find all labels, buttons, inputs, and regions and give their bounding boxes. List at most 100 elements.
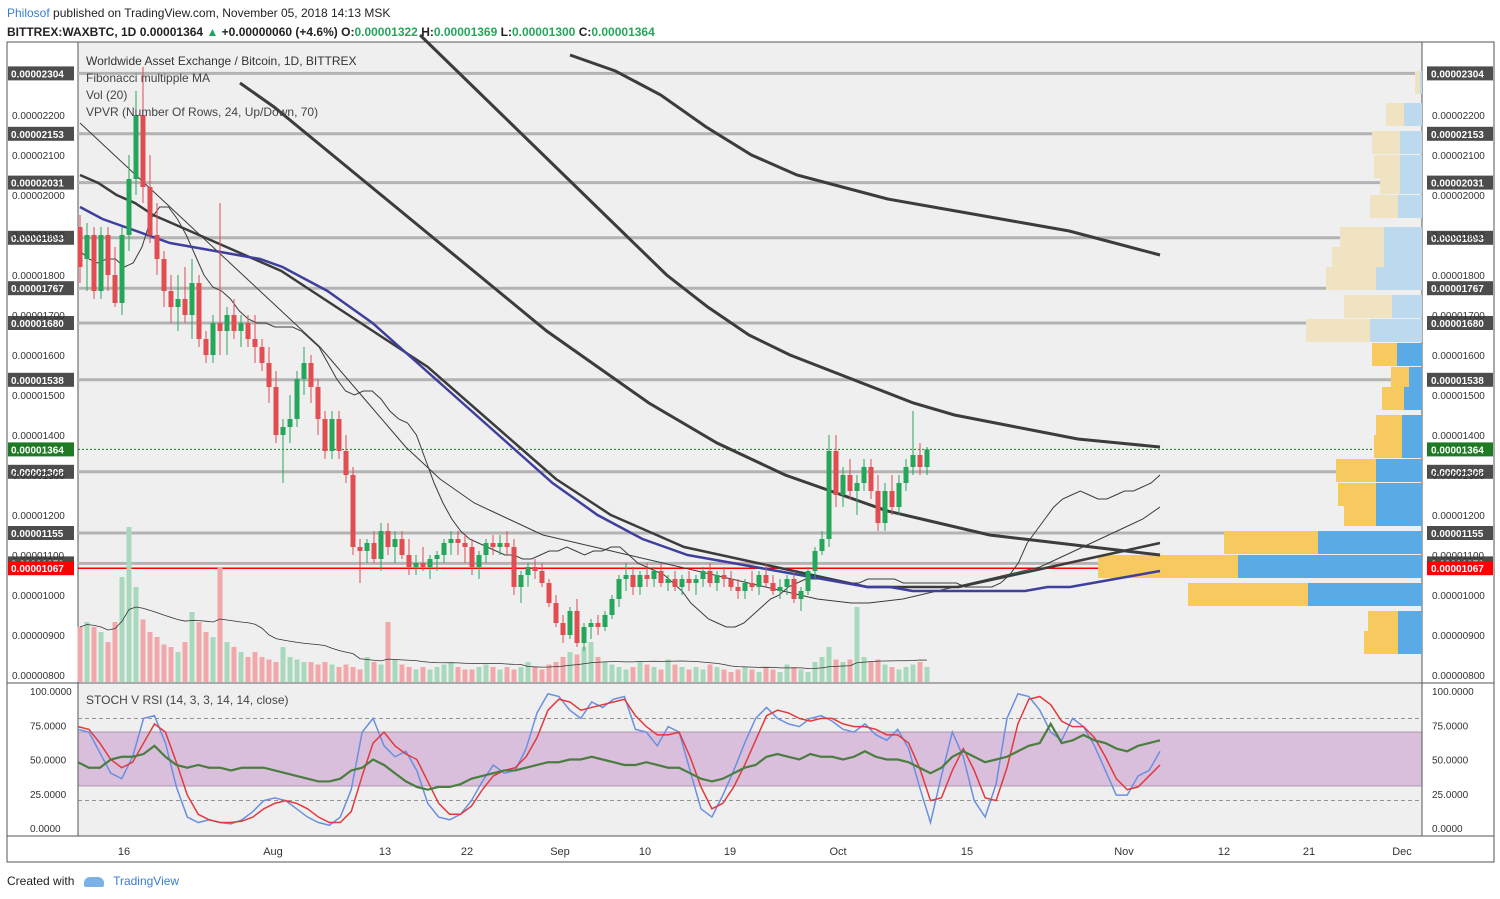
candle-body [637, 575, 643, 587]
candle-body [798, 591, 804, 599]
candle-body [630, 575, 636, 587]
author-link[interactable]: Philosof [7, 6, 50, 20]
volume-bar [805, 672, 811, 682]
candle-body [294, 379, 300, 419]
volume-bar [189, 612, 195, 682]
volume-bar [238, 652, 244, 682]
current-price-tag-right [1427, 442, 1493, 457]
candle-body [273, 387, 279, 435]
red-level-tag-right [1427, 561, 1493, 576]
l-label: L: [500, 25, 512, 39]
volume-bar [574, 654, 580, 682]
candle-body [462, 543, 468, 547]
candle-body [532, 567, 538, 571]
volume-bar [721, 669, 727, 682]
candle-body [455, 539, 461, 543]
y-tick-right: 0.00002000 [1432, 191, 1485, 202]
y-tick-left: 0.00000900 [12, 631, 65, 642]
volume-bar [616, 667, 622, 682]
osc-tick-left: 25.0000 [30, 790, 67, 801]
candle-body [854, 483, 860, 491]
volume-bar [147, 632, 153, 682]
candle-body [749, 583, 755, 587]
candle-body [497, 543, 503, 547]
vpvr-down-bar [1400, 131, 1422, 154]
volume-bar [903, 667, 909, 682]
vpvr-down-bar [1398, 631, 1422, 654]
vpvr-up-bar [1391, 367, 1409, 390]
volume-bar [287, 657, 293, 682]
volume-bar [532, 667, 538, 682]
level-tag-left-text: 0.00002031 [11, 179, 64, 190]
vpvr-up-bar [1338, 483, 1376, 506]
vpvr-down-bar [1397, 343, 1422, 366]
volume-bar [434, 667, 440, 682]
candle-body [896, 483, 902, 507]
candle-body [847, 475, 853, 491]
volume-bar [735, 669, 741, 682]
candle-body [518, 575, 524, 587]
candle-body [406, 555, 412, 567]
high-value: 0.00001369 [433, 25, 498, 39]
candle-body [329, 419, 335, 451]
volume-bar [301, 662, 307, 682]
volume-bar [266, 659, 272, 682]
volume-bar [686, 669, 692, 682]
vpvr-up-bar [1372, 131, 1400, 154]
candle-body [266, 363, 272, 387]
volume-bar [427, 669, 433, 682]
candle-body [812, 551, 818, 571]
candle-body [427, 559, 433, 567]
level-tag-right-text: 0.00001767 [1431, 284, 1484, 295]
candle-body [378, 531, 384, 559]
h-label: H: [421, 25, 434, 39]
vpvr-up-bar [1370, 195, 1398, 218]
level-tag-left-text: 0.00001767 [11, 284, 64, 295]
volume-bar [329, 664, 335, 682]
y-tick-left: 0.00001200 [12, 511, 65, 522]
volume-bar [889, 667, 895, 682]
volume-bar [364, 657, 370, 682]
level-tag-right [1427, 372, 1493, 387]
volume-bar [917, 662, 923, 682]
vpvr-up-bar [1332, 247, 1384, 270]
volume-bar [112, 622, 118, 682]
vpvr-down-bar [1392, 295, 1422, 318]
y-tick-left: 0.00001000 [12, 591, 65, 602]
volume-bar [140, 619, 146, 682]
volume-bar [665, 659, 671, 682]
candle-body [441, 543, 447, 555]
candle-body [140, 115, 146, 187]
vpvr-up-bar [1344, 295, 1392, 318]
level-tag-left [8, 316, 74, 330]
volume-bar [231, 647, 237, 682]
volume-bar [707, 664, 713, 682]
legend-vol: Vol (20) [86, 88, 127, 102]
volume-bar [854, 607, 860, 682]
volume-bar [847, 659, 853, 682]
volume-bar [378, 664, 384, 682]
volume-bar [77, 627, 83, 682]
candle-body [168, 291, 174, 307]
volume-bar [784, 664, 790, 682]
volume-bar [91, 627, 97, 682]
x-tick-label: Oct [829, 846, 846, 858]
x-tick-label: 19 [724, 846, 736, 858]
red-level-tag-left [8, 561, 74, 576]
osc-tick-right: 50.0000 [1432, 756, 1469, 767]
x-tick-label: 12 [1218, 846, 1230, 858]
tradingview-link[interactable]: TradingView [113, 874, 180, 888]
y-tick-right: 0.00001300 [1432, 471, 1485, 482]
current-price-tag-right-text: 0.00001364 [1431, 445, 1484, 456]
candle-body [819, 539, 825, 551]
volume-bar [602, 662, 608, 682]
vpvr-up-bar [1224, 531, 1318, 554]
volume-bar [742, 667, 748, 682]
volume-bar [413, 669, 419, 682]
y-tick-left: 0.00001300 [12, 471, 65, 482]
candle-body [476, 555, 482, 567]
candle-body [728, 579, 734, 587]
symbol-label: BITTREX:WAXBTC, 1D [7, 25, 137, 39]
candle-body [602, 615, 608, 627]
